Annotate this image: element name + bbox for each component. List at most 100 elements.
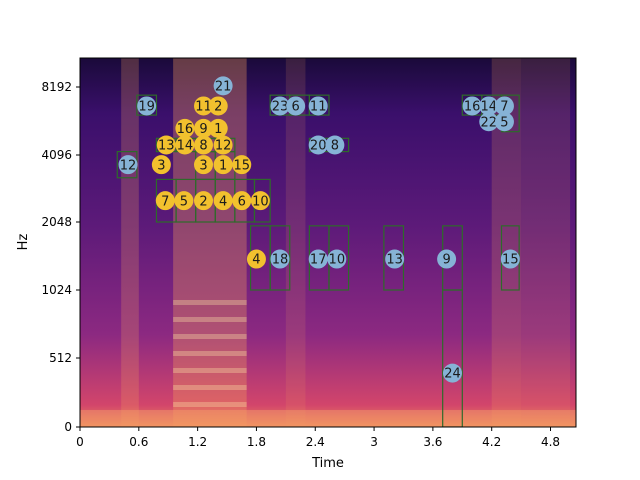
marker-label: 17 [310,253,327,268]
y-tick-label: 512 [49,351,72,365]
marker-blue [308,249,328,269]
energy-band [521,58,571,427]
marker-label: 9 [199,122,207,137]
marker-label: 14 [177,139,194,154]
harmonic-streak [173,402,247,407]
marker-label: 10 [252,194,269,209]
region-box [269,225,291,291]
marker-yellow [194,118,214,138]
marker-label: 5 [500,115,508,130]
y-tick-label: 2048 [41,215,72,229]
marker-yellow [213,155,233,175]
x-tick-label: 1.2 [188,435,207,449]
marker-label: 8 [199,139,207,154]
y-tick-label: 8192 [41,80,72,94]
marker-yellow [250,191,270,211]
marker-yellow [213,191,233,211]
marker-blue [308,96,328,116]
marker-blue [494,96,514,116]
marker-blue [270,249,290,269]
marker-label: 6 [292,100,300,115]
marker-label: 6 [238,194,246,209]
marker-yellow [174,191,194,211]
x-tick-label: 3.6 [423,435,442,449]
marker-label: 15 [233,158,250,173]
marker-label: 4 [219,194,227,209]
x-tick-label: 0 [76,435,84,449]
x-tick-label: 4.2 [482,435,501,449]
marker-yellow [246,249,266,269]
marker-label: 18 [272,253,289,268]
marker-blue [479,112,499,132]
x-tick-label: 0.6 [129,435,148,449]
x-axis: 0 0.6 1.2 1.8 2.4 3 3.6 4.2 4.8 [76,427,560,449]
harmonic-streak [173,300,247,305]
marker-yellow [194,96,214,116]
marker-blue [118,155,138,175]
marker-label: 22 [480,115,497,130]
marker-blue [213,76,233,96]
marker-yellow [194,191,214,211]
region-box [442,289,463,427]
y-axis: 0 512 1024 2048 4096 8192 [41,80,80,434]
marker-blue [385,249,405,269]
harmonic-streak [173,351,247,356]
marker-label: 4 [252,253,260,268]
marker-label: 24 [444,367,461,382]
marker-blue [494,112,514,132]
marker-blue [286,96,306,116]
marker-yellow [232,191,252,211]
marker-yellow [213,135,233,155]
marker-label: 10 [329,253,346,268]
marker-blue [442,363,462,383]
marker-label: 16 [177,122,194,137]
marker-yellow [151,155,171,175]
marker-blue [479,96,499,116]
harmonic-streak [173,317,247,322]
marker-label: 12 [215,139,232,154]
marker-yellow [194,155,214,175]
y-axis-title: Hz [16,234,31,251]
marker-blue [327,249,347,269]
marker-label: 13 [158,139,175,154]
marker-label: 1 [214,122,222,137]
marker-blue [325,135,345,155]
marker-label: 12 [120,158,137,173]
harmonic-streak [173,385,247,390]
marker-label: 7 [500,100,508,115]
marker-label: 13 [386,253,403,268]
marker-blue [462,96,482,116]
marker-label: 14 [480,100,497,115]
x-tick-label: 4.8 [541,435,560,449]
marker-label: 7 [161,194,169,209]
marker-blue [270,96,290,116]
energy-band [121,58,139,427]
marker-label: 9 [442,253,450,268]
x-axis-title: Time [311,456,344,471]
marker-label: 11 [310,100,327,115]
marker-yellow [156,135,176,155]
x-tick-label: 2.4 [306,435,325,449]
marker-label: 21 [215,79,232,94]
y-tick-label: 4096 [41,148,72,162]
y-tick-label: 0 [64,420,72,434]
energy-band [285,58,306,427]
x-tick-label: 1.8 [247,435,266,449]
marker-label: 1 [219,158,227,173]
marker-blue [137,96,157,116]
x-tick-label: 3 [370,435,378,449]
marker-label: 11 [195,100,212,115]
marker-label: 5 [180,194,188,209]
marker-label: 23 [272,100,289,115]
marker-yellow [175,118,195,138]
marker-yellow [232,155,252,175]
marker-label: 15 [502,253,519,268]
marker-label: 19 [138,100,155,115]
marker-label: 16 [464,100,481,115]
marker-label: 8 [331,139,339,154]
harmonic-streak [173,334,247,339]
spectrogram-texture [80,58,576,427]
marker-yellow [175,135,195,155]
